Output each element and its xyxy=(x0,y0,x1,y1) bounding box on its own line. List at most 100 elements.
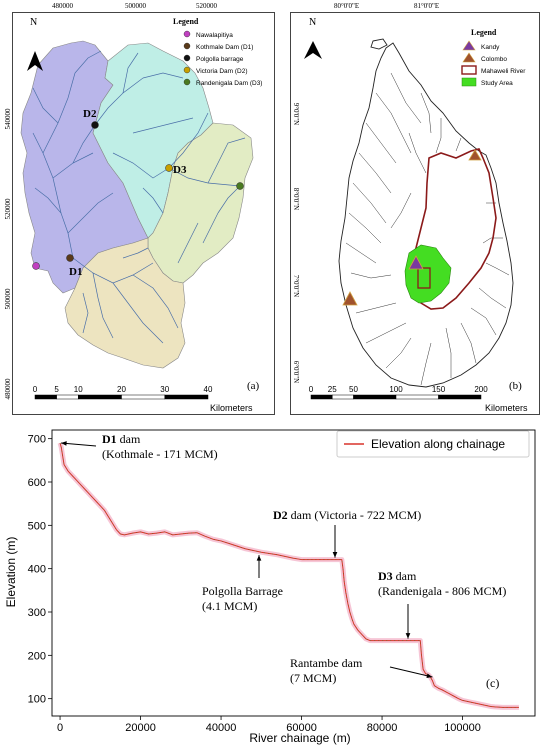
arrow-d2-head xyxy=(332,552,338,558)
right-coordinate-label: 7°0'0"N xyxy=(292,274,300,298)
sri-lanka-outline xyxy=(338,38,514,388)
y-tick-label: 500 xyxy=(28,520,46,532)
scale-tick-label: 10 xyxy=(74,385,83,394)
scale-tick-label: 5 xyxy=(54,385,59,394)
legend-item-label: Mahaweli River xyxy=(481,68,526,75)
legend-marker xyxy=(183,78,191,86)
top-coordinate-label: 81°0'0"E xyxy=(414,2,440,10)
right-coordinate-label: 8°0'0"N xyxy=(292,187,300,211)
x-tick-label: 40000 xyxy=(206,722,237,734)
annotation-polgolla: Polgolla Barrage xyxy=(202,584,283,598)
study-area-box xyxy=(417,267,431,289)
legend-marker xyxy=(462,40,476,51)
legend-item-label: Randenigala Dam (D3) xyxy=(196,80,262,87)
panel-letter-c: (c) xyxy=(486,676,499,690)
scale-tick-label: 25 xyxy=(328,385,337,394)
annotation-d2: D2 dam (Victoria - 722 MCM) xyxy=(273,508,421,522)
kandy-marker xyxy=(408,255,424,270)
basin-tan xyxy=(64,237,186,369)
x-axis-label: River chainage (m) xyxy=(249,731,350,745)
scale-tick-label: 20 xyxy=(117,385,126,394)
y-tick-label: 700 xyxy=(28,434,46,446)
y-tick-label: 300 xyxy=(28,607,46,619)
arrow-d3-head xyxy=(405,633,411,639)
left-coordinate-label: 500000 xyxy=(4,288,12,310)
x-tick-label: 20000 xyxy=(125,722,156,734)
map-panel-b: N Legend Kandy Colombo Mahaweli River Study… xyxy=(290,12,540,415)
left-coordinate-label: 520000 xyxy=(4,198,12,220)
scale-tick-label: 150 xyxy=(432,385,446,394)
elevation-chart-panel: 0 20000 40000 60000 80000 100000 100 200 300 400 5… xyxy=(0,422,550,745)
annotation-polgolla-line2: (4.1 MCM) xyxy=(202,599,257,613)
legend-marker xyxy=(462,52,476,63)
x-tick-label: 80000 xyxy=(367,722,398,734)
panel-letter-a: (a) xyxy=(247,380,260,392)
y-tick-label: 100 xyxy=(28,694,46,706)
y-tick-label: 200 xyxy=(28,650,46,662)
river-network-a xyxy=(32,50,246,344)
annotation-d3: D3 dam xyxy=(378,569,417,583)
annotation-d1-line2: (Kothmale - 171 MCM) xyxy=(102,447,218,461)
scale-tick-label: 40 xyxy=(204,385,213,394)
legend-item-label: Study Area xyxy=(481,80,513,87)
legend-item-label: Victoria Dam (D2) xyxy=(196,68,248,75)
legend-marker xyxy=(183,42,191,50)
top-coordinate-label: 520000 xyxy=(196,2,217,10)
legend-item-label: Colombo xyxy=(481,56,507,63)
label-d1: D1 xyxy=(69,266,82,278)
top-coordinate-label: 500000 xyxy=(125,2,146,10)
annotation-rantambe: Rantambe dam xyxy=(290,656,363,670)
svg-text:N: N xyxy=(309,17,316,28)
annotation-d1: D1 dam xyxy=(102,432,141,446)
legend-marker xyxy=(183,66,191,74)
scale-tick-label: 50 xyxy=(349,385,358,394)
annotation-d3-line2: (Randenigala - 806 MCM) xyxy=(378,584,506,598)
legend-item-label: Polgolla barrage xyxy=(196,56,244,63)
point-nawalapitiya xyxy=(32,262,40,270)
point-d1 xyxy=(66,254,74,262)
chart-legend: Elevation along chainage xyxy=(336,430,530,458)
right-coordinate-label: 6°0'0"N xyxy=(292,360,300,384)
point-d2 xyxy=(91,121,99,129)
north-arrow-icon: N xyxy=(27,17,43,71)
scale-bar-a: 0 5 10 20 30 40 xyxy=(33,385,213,400)
left-coordinate-label: 540000 xyxy=(4,108,12,130)
north-arrow-icon: N xyxy=(304,17,322,59)
legend-b: Legend Kandy Colombo Mahaweli River Study A… xyxy=(461,28,526,87)
arrow-rantambe xyxy=(389,666,433,678)
legend-marker xyxy=(183,54,191,62)
x-tick-label: 0 xyxy=(57,722,63,734)
point-d3 xyxy=(165,164,173,172)
legend-a: Legend Nawalapitiya Kothmale Dam (D1) Polg… xyxy=(173,17,262,87)
right-coordinate-label: 9°0'0"N xyxy=(292,102,300,126)
label-d3: D3 xyxy=(173,164,187,176)
left-coordinate-label: 480000 xyxy=(4,378,12,400)
top-coordinate-label: 480000 xyxy=(52,2,73,10)
legend-label: Elevation along chainage xyxy=(371,437,505,451)
elevation-chart: 0 20000 40000 60000 80000 100000 100 200 300 400 5… xyxy=(4,429,536,745)
annotation-rantambe-line2: (7 MCM) xyxy=(290,671,336,685)
x-tick-label: 100000 xyxy=(444,722,481,734)
scale-tick-label: 30 xyxy=(160,385,169,394)
scale-unit-a: Kilometers xyxy=(210,403,253,413)
arrow-rantambe-head xyxy=(426,673,433,679)
point-randenigala xyxy=(236,182,244,190)
legend-item-label: Nawalapitiya xyxy=(196,32,233,39)
panel-letter-b: (b) xyxy=(509,380,522,392)
scale-tick-label: 100 xyxy=(389,385,403,394)
scale-bar-b: 0 25 50 100 150 200 xyxy=(309,385,488,400)
y-tick-label: 600 xyxy=(28,477,46,489)
legend-title: Legend xyxy=(471,28,497,37)
map-panel-a: N Legend Nawalapitiya Kothmale Dam (D1) Po… xyxy=(12,12,275,415)
scale-tick-label: 0 xyxy=(33,385,38,394)
x-tick-label: 60000 xyxy=(286,722,317,734)
arrow-polgolla-head xyxy=(256,555,262,561)
plot-frame xyxy=(51,429,536,717)
top-coordinate-label: 80°0'0"E xyxy=(334,2,360,10)
series-line xyxy=(59,442,519,708)
legend-marker xyxy=(461,65,477,75)
sri-lanka-map: N Legend Kandy Colombo Mahaweli River Study… xyxy=(304,17,528,413)
legend-marker xyxy=(461,77,477,87)
colombo-marker xyxy=(342,291,358,306)
river-mouth-marker xyxy=(468,149,482,161)
